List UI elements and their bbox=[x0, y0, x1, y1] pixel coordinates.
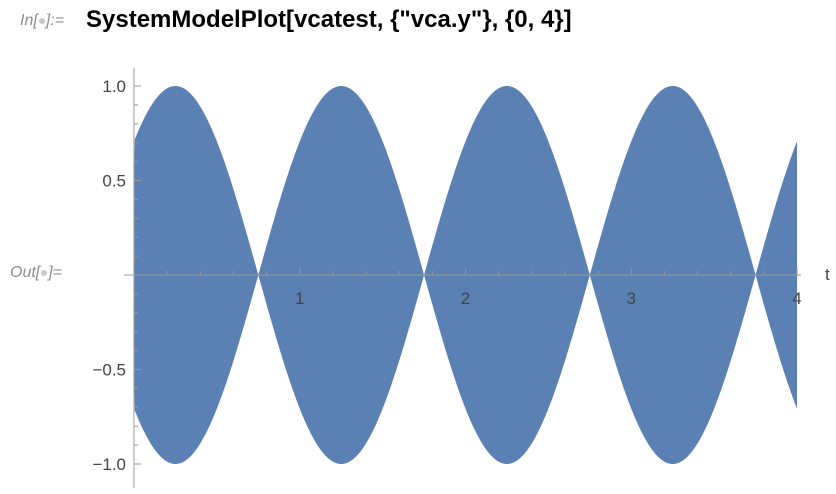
y-tick-label: −1.0 bbox=[92, 455, 126, 474]
x-tick-label: 2 bbox=[461, 289, 470, 308]
input-label-prefix: In[ bbox=[20, 12, 38, 29]
axes bbox=[124, 68, 801, 488]
y-tick-label: 1.0 bbox=[102, 77, 126, 96]
tick-labels: 1 2 3 4 1.0 0.5 −0.5 −1.0 t bbox=[92, 77, 830, 474]
y-tick-label: −0.5 bbox=[92, 361, 126, 380]
output-cell-label: Out[ ]= bbox=[10, 264, 62, 282]
x-tick-label: 3 bbox=[627, 289, 636, 308]
cell-number-dot-icon bbox=[41, 269, 48, 276]
y-tick-label: 0.5 bbox=[102, 172, 126, 191]
output-label-suffix: ]= bbox=[48, 264, 63, 281]
input-code[interactable]: SystemModelPlot[vcatest, {"vca.y"}, {0, … bbox=[86, 6, 572, 33]
input-label-suffix: ]:= bbox=[45, 12, 65, 29]
x-tick-label: 4 bbox=[792, 289, 801, 308]
x-tick-label: 1 bbox=[295, 289, 304, 308]
cell-number-dot-icon bbox=[38, 17, 45, 24]
x-axis-label: t bbox=[825, 265, 830, 284]
input-cell-label: In[ ]:= bbox=[20, 12, 64, 30]
output-label-prefix: Out[ bbox=[10, 264, 41, 281]
